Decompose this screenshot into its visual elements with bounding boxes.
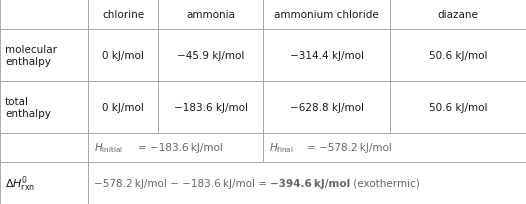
Text: −183.6 kJ/mol: −183.6 kJ/mol	[174, 102, 248, 112]
Bar	[0, 82, 88, 133]
Text: −578.2 kJ/mol − −183.6 kJ/mol =: −578.2 kJ/mol − −183.6 kJ/mol =	[94, 178, 270, 188]
Text: 0 kJ/mol: 0 kJ/mol	[102, 102, 144, 112]
Bar	[0, 0, 88, 30]
Text: ammonia: ammonia	[186, 10, 235, 20]
Bar	[0, 162, 88, 204]
Text: 50.6 kJ/mol: 50.6 kJ/mol	[429, 51, 487, 61]
Text: $\Delta H^0_\mathrm{rxn}$: $\Delta H^0_\mathrm{rxn}$	[5, 173, 35, 193]
Bar	[390, 30, 526, 82]
Bar	[390, 0, 526, 30]
Text: chlorine: chlorine	[102, 10, 144, 20]
Bar	[88, 0, 158, 30]
Text: −45.9 kJ/mol: −45.9 kJ/mol	[177, 51, 244, 61]
Bar	[158, 0, 263, 30]
Bar	[88, 30, 158, 82]
Text: $H_\mathrm{final}$: $H_\mathrm{final}$	[269, 141, 294, 155]
Text: $H_\mathrm{initial}$: $H_\mathrm{initial}$	[94, 141, 123, 155]
Bar	[0, 30, 88, 82]
Text: molecular
enthalpy: molecular enthalpy	[5, 45, 57, 67]
Text: 0 kJ/mol: 0 kJ/mol	[102, 51, 144, 61]
Bar	[263, 30, 390, 82]
Text: diazane: diazane	[438, 10, 479, 20]
Bar	[158, 82, 263, 133]
Bar	[0, 133, 88, 162]
Text: ammonium chloride: ammonium chloride	[274, 10, 379, 20]
Bar	[88, 133, 263, 162]
Bar	[263, 133, 526, 162]
Text: (exothermic): (exothermic)	[350, 178, 420, 188]
Text: −628.8 kJ/mol: −628.8 kJ/mol	[289, 102, 363, 112]
Text: = −578.2 kJ/mol: = −578.2 kJ/mol	[307, 143, 392, 153]
Bar	[263, 82, 390, 133]
Text: total
enthalpy: total enthalpy	[5, 97, 51, 118]
Bar	[88, 82, 158, 133]
Text: −394.6 kJ/mol: −394.6 kJ/mol	[270, 178, 350, 188]
Bar	[88, 162, 526, 204]
Text: = −183.6 kJ/mol: = −183.6 kJ/mol	[138, 143, 223, 153]
Bar	[263, 0, 390, 30]
Text: 50.6 kJ/mol: 50.6 kJ/mol	[429, 102, 487, 112]
Text: −314.4 kJ/mol: −314.4 kJ/mol	[289, 51, 363, 61]
Bar	[390, 82, 526, 133]
Bar	[158, 30, 263, 82]
